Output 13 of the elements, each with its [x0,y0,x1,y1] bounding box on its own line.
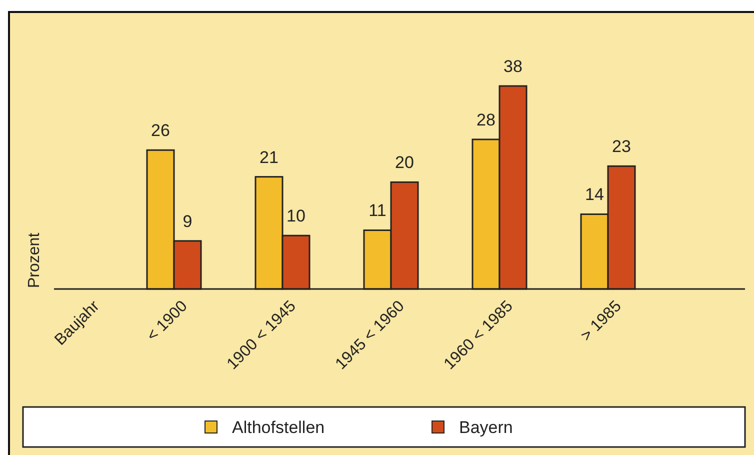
legend-label: Bayern [459,418,513,437]
legend-label: Althofstellen [232,418,325,437]
data-label: 21 [260,148,278,167]
data-label: 26 [151,121,170,140]
y-axis-title: Prozent [26,232,43,288]
data-label: 9 [182,212,192,231]
data-label: 10 [286,206,306,226]
data-label: 23 [612,137,631,156]
data-label: 14 [585,185,604,204]
data-label: 20 [395,153,414,172]
data-label: 38 [504,57,522,76]
data-label: 11 [368,201,386,220]
data-label: 28 [476,110,496,130]
